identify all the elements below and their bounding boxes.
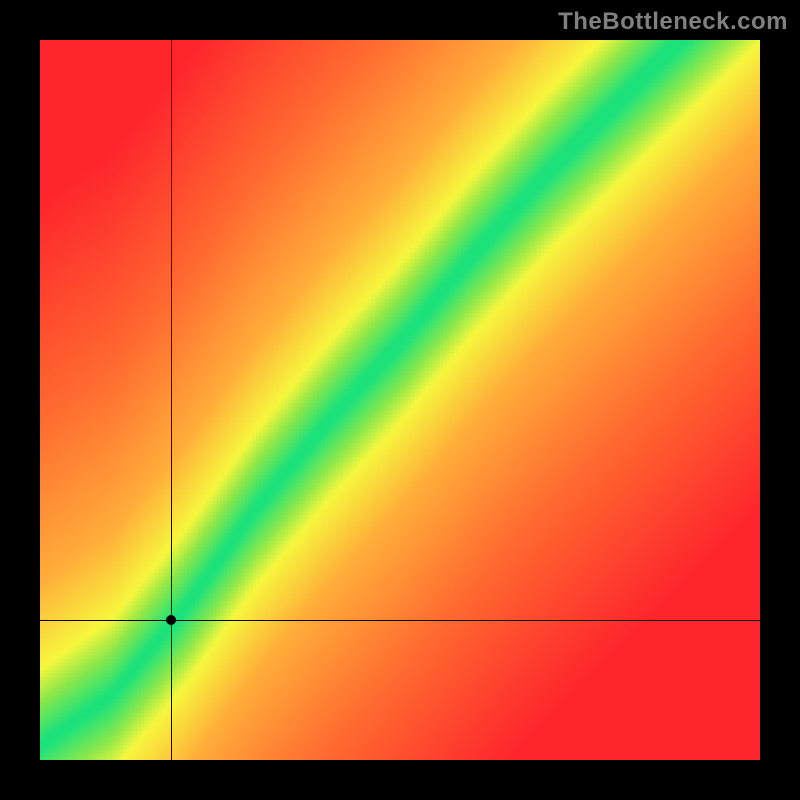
watermark-label: TheBottleneck.com <box>558 8 788 36</box>
bottleneck-heatmap <box>40 40 760 760</box>
heatmap-canvas <box>40 40 760 760</box>
